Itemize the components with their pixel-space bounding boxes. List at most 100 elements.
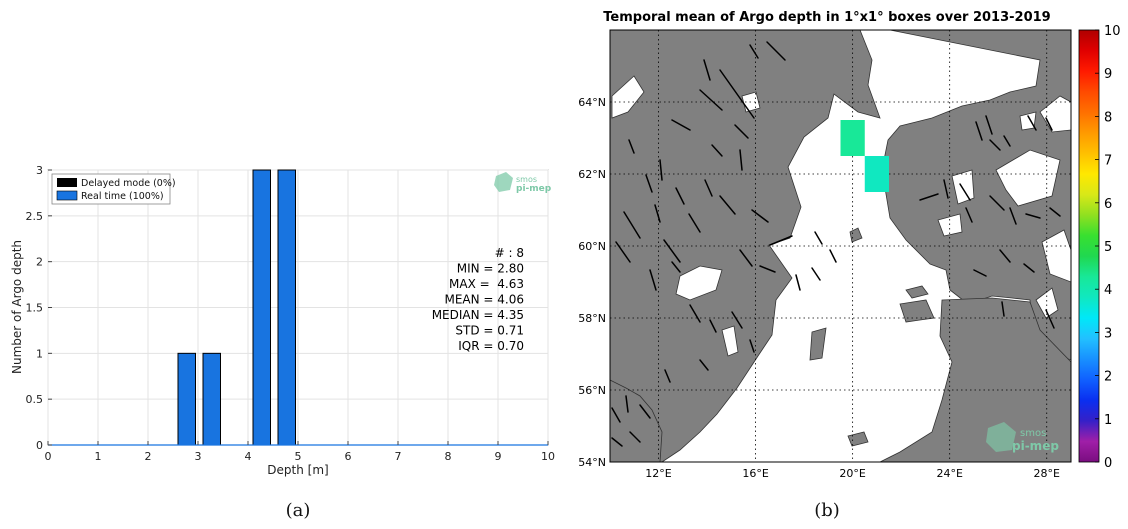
argo-track bbox=[675, 187, 685, 205]
argo-track bbox=[1025, 213, 1041, 219]
y-tick-label: 2.5 bbox=[26, 210, 44, 223]
lake-ladoga bbox=[1041, 229, 1071, 283]
histogram-logo: smos pi-mep bbox=[494, 172, 552, 194]
argo-track bbox=[671, 261, 681, 273]
argo-track bbox=[699, 359, 709, 371]
y-tick-label: 1 bbox=[36, 347, 43, 360]
argo-track bbox=[1027, 115, 1037, 131]
argo-track bbox=[795, 274, 801, 291]
histogram-bar bbox=[252, 169, 271, 446]
argo-track bbox=[659, 159, 663, 181]
x-tick-label: 9 bbox=[495, 450, 502, 463]
map-graticule bbox=[610, 30, 1071, 462]
map-x-ticks: 12°E 16°E 20°E 24°E 28°E bbox=[645, 467, 1060, 480]
histogram-x-ticks: 0 1 2 3 4 5 6 7 8 9 10 bbox=[45, 441, 555, 463]
lon-tick-label: 24°E bbox=[936, 467, 962, 480]
lat-tick-label: 62°N bbox=[578, 168, 606, 181]
map-data-cells bbox=[840, 120, 890, 192]
histogram-y-axis-label: Number of Argo depth bbox=[10, 240, 24, 374]
argo-track bbox=[975, 121, 983, 141]
logo-text-bottom: pi-mep bbox=[516, 184, 552, 194]
histogram-bar bbox=[177, 352, 196, 446]
argo-track bbox=[973, 269, 987, 277]
stat-line: MEAN = 4.06 bbox=[444, 293, 524, 307]
x-tick-label: 5 bbox=[295, 450, 302, 463]
data-cell bbox=[840, 120, 865, 156]
histogram-bar bbox=[202, 352, 221, 446]
argo-track bbox=[671, 119, 691, 131]
lakes bbox=[611, 75, 1071, 357]
colorbar-ticks: 0 1 2 3 4 5 6 7 8 9 10 bbox=[1095, 24, 1121, 471]
histogram-y-ticks: 0 0.5 1 1.5 2 2.5 3 bbox=[26, 164, 52, 452]
argo-track bbox=[711, 144, 723, 157]
colorbar-tick-label: 3 bbox=[1104, 326, 1112, 341]
legend-swatch-delayed bbox=[57, 178, 77, 187]
argo-track bbox=[739, 249, 753, 267]
argo-track bbox=[749, 44, 759, 59]
map-logo: smos pi-mep bbox=[986, 422, 1059, 453]
argo-track bbox=[959, 183, 971, 201]
histogram-panel: 0 1 2 3 4 5 6 7 8 9 10 0 0.5 1 1.5 2 2.5 3 Depth [m] Num… bbox=[10, 164, 555, 477]
logo-mark-icon bbox=[494, 172, 513, 192]
stat-line: # : 8 bbox=[495, 246, 524, 260]
histogram-bar bbox=[277, 169, 296, 446]
argo-track bbox=[649, 269, 657, 291]
lat-tick-label: 56°N bbox=[578, 384, 606, 397]
x-tick-label: 6 bbox=[345, 450, 352, 463]
argo-track bbox=[719, 69, 755, 119]
argo-track bbox=[611, 437, 623, 447]
caption-b: (b) bbox=[814, 500, 840, 521]
argo-track bbox=[1023, 263, 1035, 273]
x-tick-label: 7 bbox=[395, 450, 402, 463]
land-baltic-states bbox=[879, 297, 1071, 462]
histogram-x-axis-label: Depth [m] bbox=[267, 463, 328, 477]
colorbar-tick-label: 1 bbox=[1104, 413, 1112, 428]
argo-track bbox=[645, 174, 653, 193]
lat-tick-label: 60°N bbox=[578, 240, 606, 253]
colorbar-tick-label: 9 bbox=[1104, 67, 1112, 82]
stat-line: IQR = 0.70 bbox=[458, 339, 524, 353]
colorbar-tick-label: 6 bbox=[1104, 197, 1112, 212]
lat-tick-label: 64°N bbox=[578, 96, 606, 109]
lat-tick-label: 58°N bbox=[578, 312, 606, 325]
argo-track bbox=[759, 265, 776, 273]
land-oland bbox=[809, 327, 827, 361]
land-saaremaa bbox=[905, 285, 929, 299]
argo-track bbox=[1045, 117, 1053, 131]
argo-track bbox=[829, 249, 837, 263]
lon-tick-label: 20°E bbox=[839, 467, 865, 480]
lake-saimaa bbox=[995, 149, 1061, 207]
argo-track bbox=[623, 211, 641, 239]
argo-track bbox=[965, 207, 973, 223]
argo-track bbox=[664, 369, 671, 383]
data-cell bbox=[864, 156, 890, 192]
argo-track bbox=[663, 239, 681, 263]
argo-track bbox=[749, 339, 755, 353]
legend-label-realtime: Real time (100%) bbox=[81, 191, 164, 202]
argo-track bbox=[625, 395, 629, 413]
x-tick-label: 8 bbox=[445, 450, 452, 463]
argo-track bbox=[699, 89, 723, 111]
x-tick-label: 1 bbox=[95, 450, 102, 463]
land-gotland bbox=[899, 299, 935, 323]
colorbar-tick-label: 5 bbox=[1104, 240, 1112, 255]
argo-track bbox=[731, 311, 743, 329]
land-denmark bbox=[610, 379, 663, 462]
argo-track bbox=[989, 139, 1001, 151]
logo-text-top: smos bbox=[516, 175, 537, 184]
argo-tracks bbox=[611, 41, 1061, 447]
stat-line: MAX = 4.63 bbox=[449, 277, 524, 291]
stat-line: MIN = 2.80 bbox=[457, 262, 524, 276]
colorbar-tick-label: 0 bbox=[1104, 456, 1112, 471]
argo-track bbox=[628, 139, 635, 154]
argo-track bbox=[654, 204, 661, 223]
lake-vanern bbox=[675, 265, 723, 301]
argo-track bbox=[739, 149, 743, 171]
argo-track bbox=[719, 195, 736, 215]
argo-track bbox=[611, 407, 621, 423]
argo-track bbox=[1009, 207, 1017, 225]
legend-label-delayed: Delayed mode (0%) bbox=[81, 178, 176, 189]
argo-track bbox=[999, 249, 1011, 263]
stat-line: STD = 0.71 bbox=[455, 324, 524, 338]
